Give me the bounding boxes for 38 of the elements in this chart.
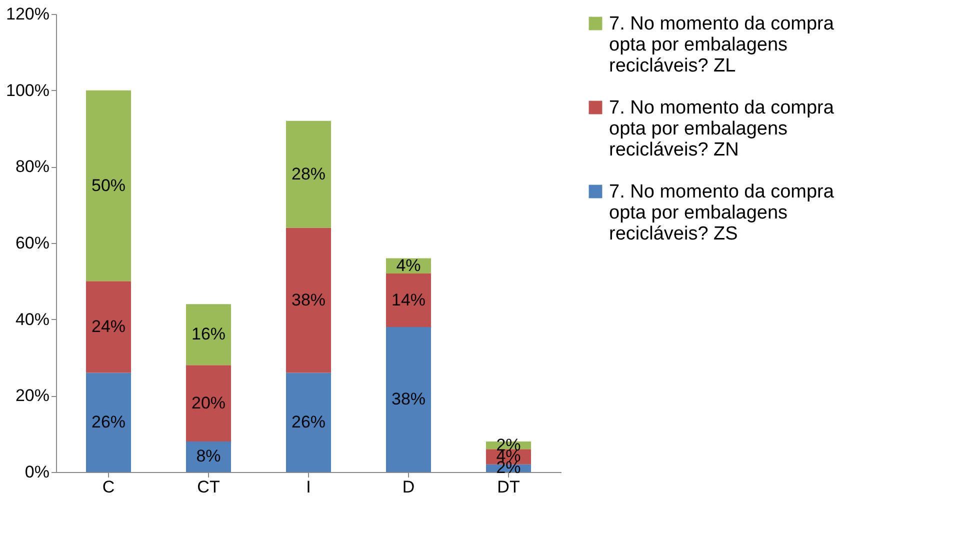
- data-label: 20%: [191, 393, 226, 412]
- data-label: 26%: [291, 412, 326, 432]
- data-label: 24%: [91, 316, 126, 336]
- y-tick-label: 40%: [15, 310, 50, 329]
- bar: [386, 326, 431, 472]
- bar: [86, 372, 131, 472]
- x-tick-label: D: [402, 478, 415, 496]
- data-label: 50%: [91, 176, 126, 195]
- x-tick-label: C: [102, 478, 115, 496]
- bar: [186, 365, 231, 442]
- bar: [186, 441, 231, 472]
- bar: [186, 304, 231, 366]
- legend-label: 7. No momento da compra opta por embalagens recicláveis? ZS: [609, 182, 834, 244]
- legend-label: 7. No momento da compra opta por embalagens recicláveis? ZL: [609, 14, 834, 76]
- data-label: 16%: [191, 324, 226, 344]
- data-label: 28%: [291, 164, 326, 184]
- x-tick-label: CT: [197, 478, 220, 496]
- y-tick-label: 60%: [15, 234, 50, 252]
- y-tick-label: 0%: [24, 462, 50, 482]
- x-tick-label: DT: [497, 478, 520, 496]
- data-label: 26%: [91, 412, 126, 432]
- bar: [86, 90, 131, 282]
- data-label: 38%: [391, 389, 426, 408]
- data-label: 14%: [391, 290, 426, 310]
- legend-label: 7. No momento da compra opta por embalagens recicláveis? ZN: [609, 98, 834, 160]
- y-tick-label: 100%: [6, 80, 50, 100]
- bar: [286, 120, 331, 228]
- x-tick-label: I: [306, 478, 311, 496]
- y-tick-label: 20%: [15, 386, 50, 406]
- data-label: 4%: [396, 256, 421, 275]
- bar: [386, 274, 431, 327]
- data-label: 38%: [291, 290, 326, 310]
- bar: [286, 372, 331, 472]
- y-tick-label: 80%: [15, 157, 50, 176]
- bar: [86, 281, 131, 373]
- y-tick-label: 120%: [6, 4, 50, 24]
- bar: [286, 228, 331, 373]
- data-label: 8%: [196, 446, 221, 466]
